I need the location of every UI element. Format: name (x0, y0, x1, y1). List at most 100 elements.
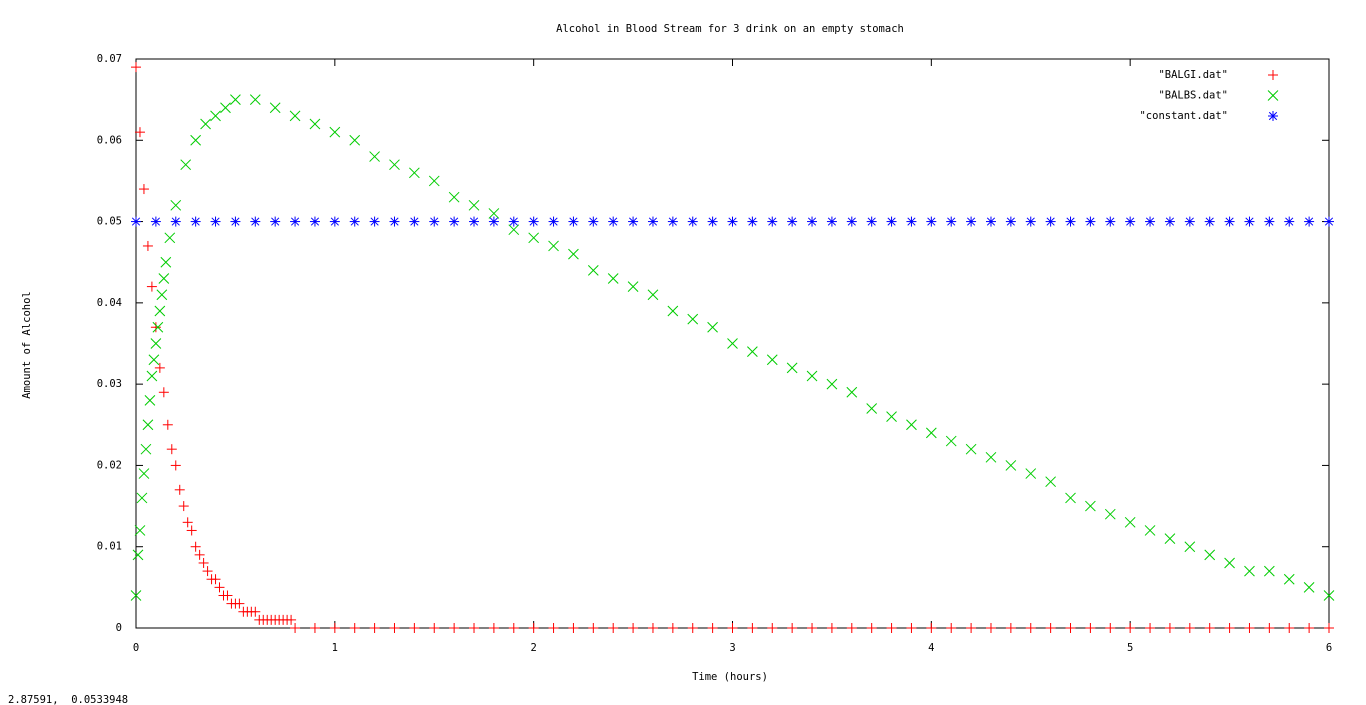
data-point (170, 460, 181, 471)
chart-title: Alcohol in Blood Stream for 3 drink on a… (556, 23, 904, 35)
data-point (1145, 216, 1156, 227)
data-point (250, 606, 261, 617)
data-point (926, 216, 937, 227)
marker-stroke (211, 217, 220, 226)
data-point (1224, 557, 1235, 569)
data-point (707, 321, 718, 333)
marker-stroke (1106, 217, 1115, 226)
data-point (627, 281, 639, 292)
data-point (138, 184, 149, 195)
data-point (329, 216, 340, 227)
marker-stroke (249, 94, 261, 105)
marker-stroke (410, 217, 419, 226)
data-point (142, 240, 153, 251)
data-point (389, 623, 400, 633)
data-point (1244, 216, 1255, 227)
data-point (985, 216, 996, 227)
data-point (178, 501, 189, 512)
data-point (826, 378, 838, 390)
data-point (786, 362, 798, 374)
data-point (826, 623, 837, 633)
marker-stroke (1184, 541, 1196, 553)
marker-stroke (807, 217, 817, 226)
data-point (647, 216, 658, 227)
y-tick-label: 0.03 (97, 378, 122, 390)
data-point (369, 151, 380, 162)
data-point (1324, 216, 1334, 227)
marker-stroke (289, 110, 301, 122)
data-point (628, 623, 639, 633)
marker-stroke (370, 217, 379, 226)
data-point (131, 62, 141, 73)
data-point (468, 199, 480, 211)
data-point (389, 159, 400, 171)
data-point (886, 411, 897, 423)
y-tick-label: 0 (116, 622, 122, 634)
marker-stroke (369, 151, 380, 162)
marker-stroke (1285, 217, 1294, 226)
marker-stroke (1185, 217, 1194, 226)
data-point (160, 256, 172, 268)
marker-stroke (180, 159, 192, 171)
data-point (846, 623, 857, 633)
marker-stroke (609, 217, 618, 226)
data-point (488, 216, 499, 227)
marker-stroke (309, 118, 321, 130)
data-point (1304, 623, 1315, 633)
marker-stroke (1164, 533, 1176, 544)
data-point (210, 110, 221, 122)
data-point (807, 216, 818, 227)
marker-stroke (1268, 111, 1278, 121)
data-point (1025, 216, 1036, 227)
x-tick-label: 6 (1326, 642, 1332, 654)
data-point (1164, 533, 1176, 544)
data-point (190, 134, 202, 146)
data-point (667, 305, 679, 317)
data-point (747, 346, 758, 357)
marker-stroke (886, 411, 897, 423)
marker-stroke (1165, 217, 1175, 226)
marker-stroke (1126, 217, 1135, 226)
data-point (448, 191, 460, 203)
marker-stroke (1124, 516, 1136, 528)
marker-stroke (1204, 549, 1216, 561)
data-point (608, 216, 619, 227)
data-point (186, 525, 197, 536)
data-point (409, 216, 420, 227)
marker-stroke (220, 102, 231, 114)
data-point (1045, 476, 1056, 488)
y-tick-label: 0.04 (97, 297, 122, 309)
legend-label: "BALGI.dat" (1158, 69, 1228, 81)
data-point (1264, 623, 1275, 633)
marker-stroke (489, 217, 499, 226)
data-point (846, 216, 857, 227)
data-point (469, 216, 480, 227)
data-point (329, 623, 340, 633)
marker-stroke (170, 199, 182, 211)
marker-stroke (448, 191, 460, 203)
data-point (866, 216, 877, 227)
marker-stroke (548, 240, 559, 252)
data-point (250, 216, 261, 227)
marker-stroke (269, 102, 281, 114)
marker-stroke (1324, 217, 1334, 226)
marker-stroke (146, 370, 158, 382)
data-point (1105, 623, 1116, 633)
data-point (1085, 623, 1096, 633)
data-point (158, 273, 170, 284)
data-point (787, 216, 798, 227)
marker-stroke (708, 217, 717, 226)
marker-stroke (310, 217, 320, 226)
data-point (290, 216, 301, 227)
marker-stroke (148, 354, 160, 366)
marker-stroke (766, 354, 778, 366)
marker-stroke (409, 167, 420, 179)
data-point (1065, 623, 1076, 633)
marker-stroke (468, 199, 480, 211)
data-point (309, 216, 320, 227)
data-point (469, 623, 480, 633)
marker-stroke (1224, 557, 1235, 569)
marker-stroke (271, 217, 280, 226)
data-point (1005, 216, 1016, 227)
